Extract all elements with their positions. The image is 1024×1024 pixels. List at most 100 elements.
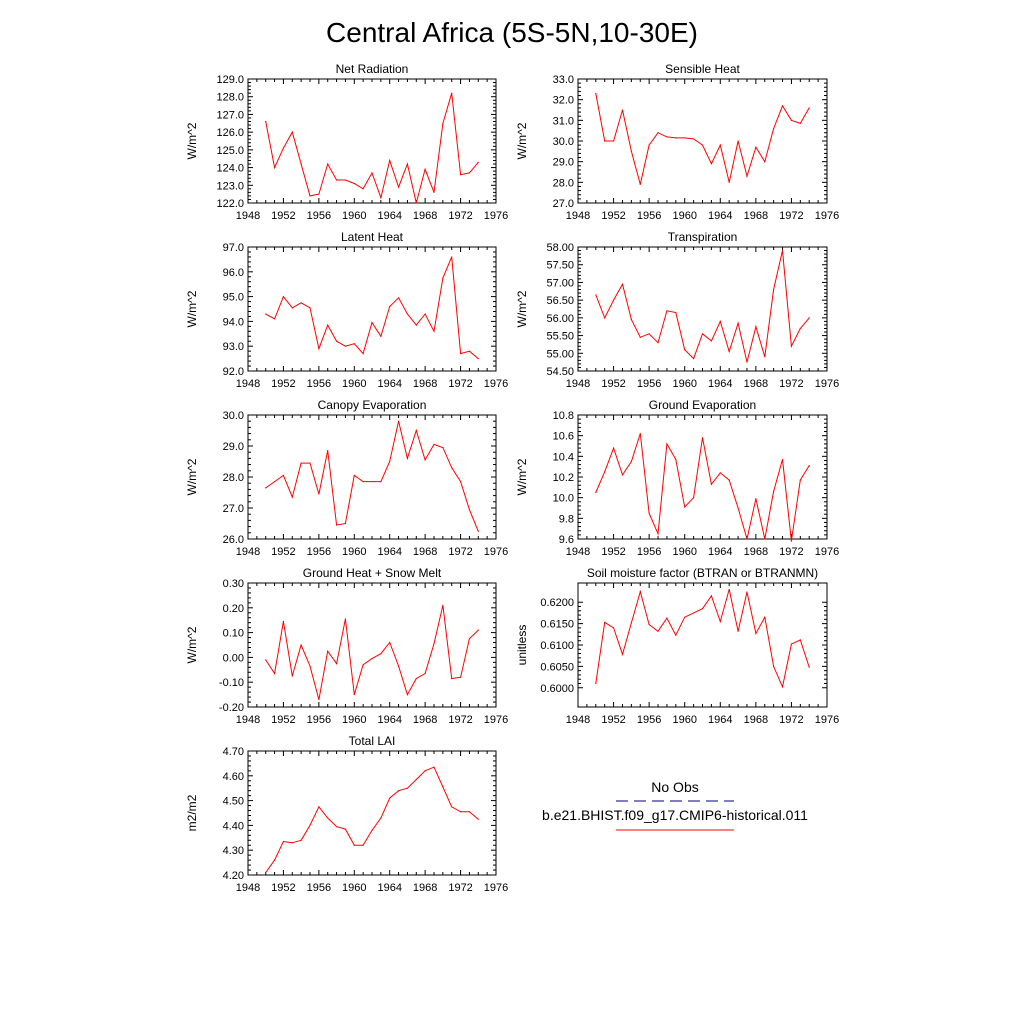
data-point	[309, 307, 311, 309]
data-point	[291, 307, 293, 309]
data-point	[353, 182, 355, 185]
y-tick-label: 10.6	[553, 431, 574, 443]
data-point	[318, 348, 320, 350]
data-point	[433, 643, 435, 645]
data-point	[389, 159, 391, 162]
panel-title: Sensible Heat	[665, 62, 740, 76]
data-point	[327, 163, 329, 165]
data-point	[282, 840, 285, 843]
chart-panel: Total LAI 1948 1952 1956 1960 1964 1968 1972 197…	[185, 734, 508, 894]
data-point	[675, 634, 677, 636]
x-tick-label: 1952	[601, 378, 625, 390]
data-point	[362, 353, 364, 355]
x-tick-label: 1968	[744, 546, 768, 558]
x-tick-label: 1948	[236, 882, 260, 894]
plot-frame	[247, 246, 497, 372]
data-point	[397, 665, 400, 667]
data-point	[808, 666, 810, 668]
series-line	[265, 605, 479, 700]
y-tick-label: 0.20	[223, 603, 244, 615]
data-point	[265, 659, 267, 661]
y-tick-label: 4.20	[223, 870, 244, 882]
x-tick-label: 1976	[484, 714, 508, 726]
data-point	[764, 161, 766, 163]
x-tick-label: 1964	[377, 378, 401, 390]
data-point	[459, 811, 462, 813]
data-point	[327, 450, 329, 452]
data-point	[701, 144, 704, 146]
x-tick-label: 1976	[484, 882, 508, 894]
data-point	[746, 591, 748, 593]
data-point	[265, 871, 267, 874]
x-tick-label: 1960	[342, 714, 366, 726]
x-tick-label: 1976	[815, 546, 839, 558]
data-point	[799, 479, 801, 481]
y-tick-label: 10.2	[553, 472, 574, 484]
x-tick-label: 1972	[779, 378, 803, 390]
x-tick-label: 1972	[779, 210, 803, 222]
data-point	[595, 491, 597, 494]
data-point	[746, 538, 748, 540]
x-tick-label: 1968	[413, 378, 437, 390]
x-tick-label: 1968	[413, 546, 437, 558]
panel-title: Latent Heat	[341, 230, 404, 244]
data-point	[406, 787, 409, 789]
y-tick-label: 0.6100	[540, 640, 574, 652]
data-point	[799, 639, 801, 641]
data-point	[380, 481, 382, 483]
data-point	[773, 490, 775, 493]
x-tick-label: 1956	[307, 714, 331, 726]
data-point	[406, 313, 409, 315]
data-point	[415, 324, 417, 326]
data-point	[300, 163, 302, 165]
data-point	[362, 664, 364, 666]
data-point	[666, 136, 668, 138]
data-point	[424, 313, 426, 315]
data-point	[710, 340, 712, 342]
data-point	[415, 429, 417, 432]
data-point	[719, 320, 721, 322]
data-point	[424, 672, 426, 675]
data-point	[327, 324, 329, 326]
data-point	[468, 172, 471, 174]
x-tick-label: 1952	[271, 210, 295, 222]
x-tick-label: 1972	[779, 714, 803, 726]
data-point	[282, 620, 285, 623]
x-tick-label: 1960	[672, 546, 696, 558]
y-axis-label: W/m^2	[515, 458, 529, 495]
data-point	[684, 349, 686, 351]
data-point	[397, 297, 400, 299]
x-tick-label: 1960	[672, 210, 696, 222]
data-point	[371, 322, 373, 324]
data-point	[621, 109, 624, 111]
data-point	[799, 122, 801, 125]
data-point	[335, 340, 338, 342]
y-tick-label: 30.0	[223, 410, 244, 422]
y-tick-label: 0.6050	[540, 661, 574, 673]
x-tick-label: 1968	[744, 378, 768, 390]
data-point	[291, 496, 293, 498]
chart-panels: Net Radiation 1948 1952 1956 1960 1964 1968 197…	[185, 62, 839, 894]
data-point	[406, 457, 409, 459]
series-line	[595, 93, 810, 185]
chart-panel: Ground Evaporation 1948 1952 1956 1960 1964 19…	[515, 398, 839, 558]
y-tick-label: 33.0	[553, 74, 574, 86]
data-point	[639, 590, 641, 593]
data-point	[666, 443, 668, 445]
data-point	[442, 604, 444, 606]
data-point	[353, 474, 355, 477]
data-point	[415, 202, 417, 204]
y-tick-label: -0.10	[219, 677, 244, 689]
data-point	[335, 826, 338, 828]
y-tick-label: 124.0	[216, 163, 244, 175]
y-axis-label: m2/m2	[185, 794, 199, 831]
series-line	[265, 421, 479, 532]
data-point	[415, 778, 417, 781]
y-axis-label: W/m^2	[515, 122, 529, 159]
data-point	[781, 249, 784, 252]
y-tick-label: 10.4	[553, 451, 574, 463]
data-point	[433, 443, 435, 446]
data-point	[300, 302, 302, 304]
data-point	[344, 179, 347, 181]
data-point	[265, 120, 267, 123]
